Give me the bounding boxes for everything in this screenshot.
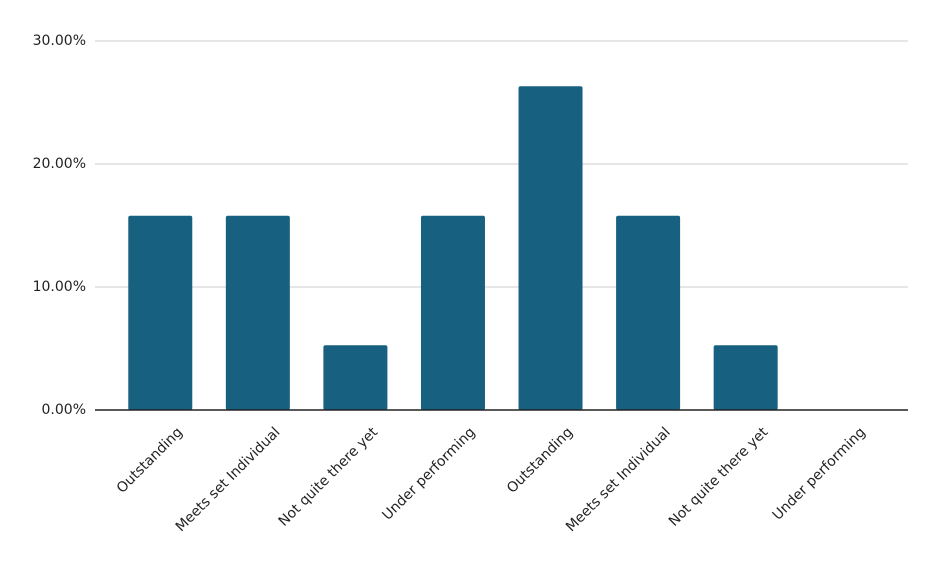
bar xyxy=(616,215,681,410)
x-tick-label: Outstanding xyxy=(114,424,186,496)
x-tick-label: Not quite there yet xyxy=(276,424,382,530)
y-tick-label: 0.00% xyxy=(42,402,86,418)
bar xyxy=(225,215,290,410)
x-tick-label: Meets set Individual xyxy=(173,424,284,535)
bar xyxy=(713,345,778,410)
bar xyxy=(518,86,583,410)
x-tick-label: Outstanding xyxy=(504,424,576,496)
y-tick-label: 10.00% xyxy=(33,279,86,295)
bar xyxy=(420,215,485,410)
x-tick-label: Under performing xyxy=(770,424,869,523)
bar xyxy=(323,345,388,410)
y-tick-label: 20.00% xyxy=(33,156,86,172)
x-tick-label: Under performing xyxy=(379,424,478,523)
y-tick-label: 30.00% xyxy=(33,33,86,49)
bar xyxy=(128,215,193,410)
x-tick-label: Not quite there yet xyxy=(666,424,772,530)
x-tick-label: Meets set Individual xyxy=(563,424,674,535)
